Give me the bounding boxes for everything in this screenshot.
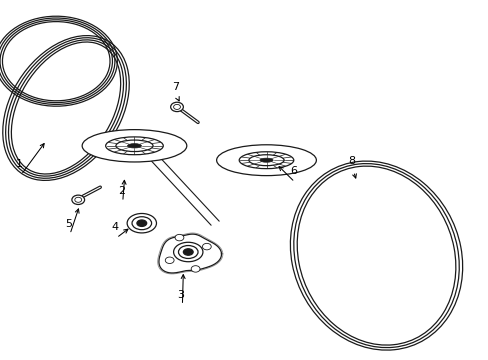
Ellipse shape	[132, 217, 151, 230]
Ellipse shape	[216, 145, 316, 176]
Ellipse shape	[173, 242, 203, 262]
Ellipse shape	[183, 249, 193, 255]
Text: 4: 4	[111, 222, 118, 232]
Text: 1: 1	[16, 159, 23, 169]
Text: 2: 2	[118, 186, 124, 196]
Ellipse shape	[260, 158, 272, 162]
Circle shape	[72, 195, 84, 204]
Text: 8: 8	[348, 156, 355, 166]
Circle shape	[191, 266, 200, 272]
Ellipse shape	[82, 130, 186, 162]
Text: 5: 5	[65, 219, 72, 229]
Polygon shape	[147, 153, 219, 225]
Text: 3: 3	[177, 289, 184, 300]
Ellipse shape	[85, 131, 183, 161]
Ellipse shape	[127, 213, 156, 233]
Ellipse shape	[137, 220, 146, 226]
Polygon shape	[159, 234, 221, 273]
Ellipse shape	[178, 246, 198, 258]
Ellipse shape	[219, 146, 313, 175]
Circle shape	[165, 257, 174, 264]
Circle shape	[202, 243, 211, 250]
Text: 6: 6	[289, 166, 296, 176]
Text: 7: 7	[172, 82, 179, 92]
Circle shape	[175, 234, 183, 241]
Ellipse shape	[127, 144, 141, 148]
Circle shape	[170, 102, 183, 112]
